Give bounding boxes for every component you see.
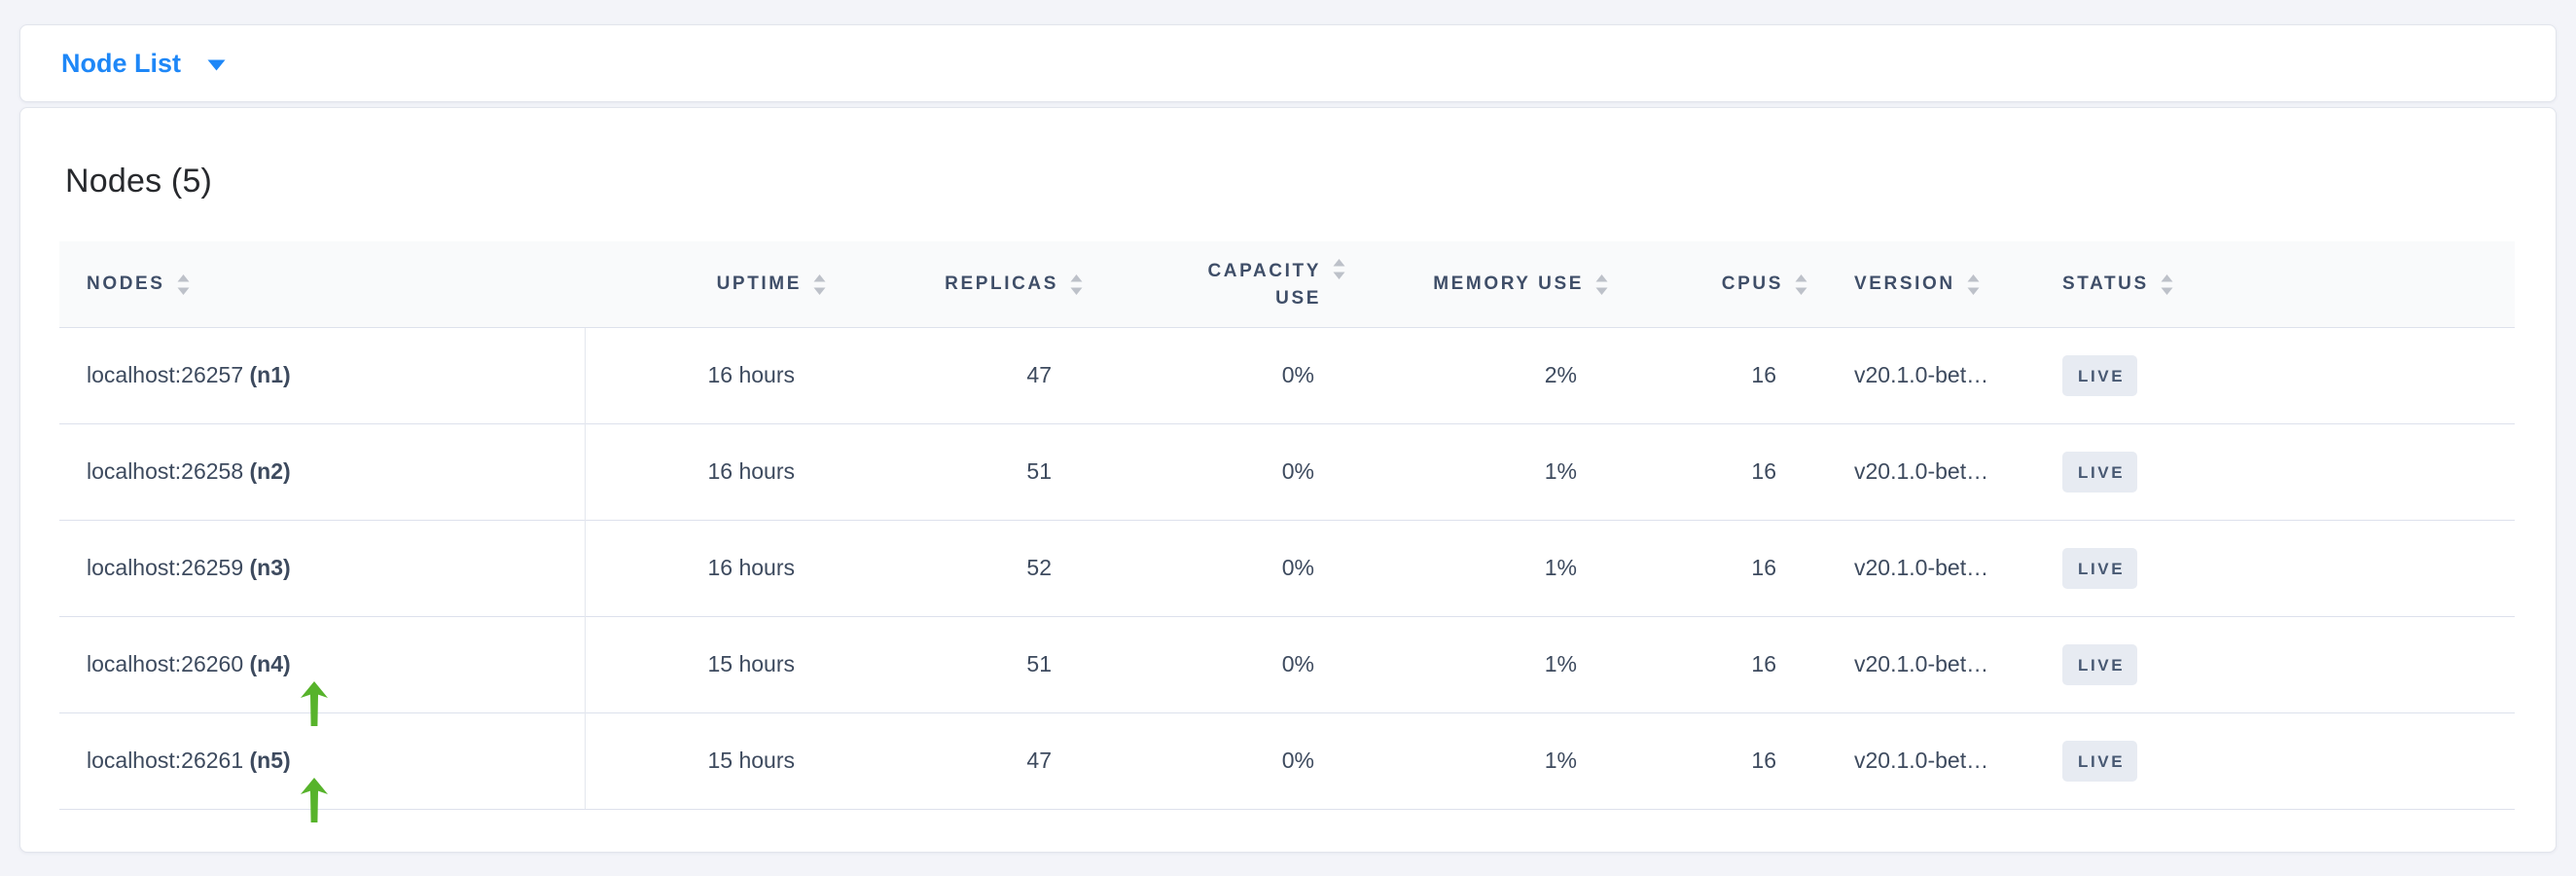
cell-memory-use: 1% xyxy=(1353,519,1616,616)
cell-nodes: localhost:26257 (n1) xyxy=(59,327,586,423)
sort-icon xyxy=(177,274,190,295)
cell-cpus: 16 xyxy=(1616,519,1815,616)
view-dropdown[interactable]: Node List xyxy=(61,48,226,78)
nodes-card: Nodes (5) NODES UPTIME REPLICAS CAPACITY… xyxy=(19,107,2557,853)
column-header-version[interactable]: VERSION xyxy=(1815,241,2049,328)
cell-version: v20.1.0-bet… xyxy=(1815,615,2049,712)
node-address: localhost:26261 xyxy=(87,748,250,773)
cell-cpus: 16 xyxy=(1616,422,1815,520)
table-row: localhost:26259 (n3) 16 hours 52 0% 1% 16 v20.… xyxy=(59,519,2515,616)
table-body: localhost:26257 (n1) 16 hours 47 0% 2% 16 v20.… xyxy=(59,327,2515,822)
status-badge: LIVE xyxy=(2062,451,2138,493)
cell-cpus: 16 xyxy=(1616,712,1815,810)
node-id: (n5) xyxy=(249,748,291,773)
node-address: localhost:26257 xyxy=(87,362,250,387)
table-row: localhost:26261 (n5) 15 hours 47 0% 1% 16 v20.… xyxy=(59,712,2515,822)
column-header-replicas[interactable]: REPLICAS xyxy=(834,241,1091,328)
cell-replicas: 51 xyxy=(834,615,1091,712)
cell-status: LIVE xyxy=(2049,519,2515,616)
annotation-arrow-up-icon xyxy=(300,777,329,822)
view-selector-bar: Node List xyxy=(19,24,2557,102)
cell-nodes: localhost:26258 (n2) xyxy=(59,422,586,520)
column-header-cpus[interactable]: CPUS xyxy=(1616,241,1815,328)
cell-capacity-use: 0% xyxy=(1091,712,1353,810)
cell-uptime: 16 hours xyxy=(585,422,834,520)
cell-version: v20.1.0-bet… xyxy=(1815,712,2049,810)
status-badge: LIVE xyxy=(2062,643,2138,685)
cell-nodes: localhost:26261 (n5) xyxy=(59,712,586,822)
table-row: localhost:26258 (n2) 16 hours 51 0% 1% 16 v20.… xyxy=(59,422,2515,520)
cell-replicas: 51 xyxy=(834,422,1091,520)
cell-replicas: 47 xyxy=(834,712,1091,810)
status-badge: LIVE xyxy=(2062,354,2138,396)
cell-replicas: 52 xyxy=(834,519,1091,616)
cell-uptime: 16 hours xyxy=(707,362,795,387)
node-address: localhost:26260 xyxy=(87,651,250,676)
node-id: (n1) xyxy=(249,362,291,387)
cell-version: v20.1.0-bet… xyxy=(1815,422,2049,520)
cell-capacity-use: 0% xyxy=(1091,615,1353,712)
node-address: localhost:26258 xyxy=(87,458,250,484)
cell-uptime: 15 hours xyxy=(585,615,834,712)
column-header-status[interactable]: STATUS xyxy=(2049,241,2515,328)
cell-uptime: 16 hours xyxy=(585,519,834,616)
column-header-memory-use[interactable]: MEMORY USE xyxy=(1353,241,1616,328)
table-row: localhost:26257 (n1) 16 hours 47 0% 2% 16 v20.… xyxy=(59,327,2515,423)
cell-capacity-use: 0% xyxy=(1091,422,1353,520)
cell-status: LIVE xyxy=(2049,327,2515,423)
sort-icon xyxy=(1333,259,1345,280)
node-id: (n3) xyxy=(249,555,291,580)
sort-icon xyxy=(2161,274,2173,295)
sort-icon xyxy=(813,274,826,295)
cell-capacity-use: 0% xyxy=(1091,519,1353,616)
cell-memory-use: 1% xyxy=(1353,615,1616,712)
column-header-nodes[interactable]: NODES xyxy=(59,241,585,328)
cell-uptime: 15 hours xyxy=(585,712,834,810)
cell-status: LIVE xyxy=(2049,615,2515,712)
status-badge: LIVE xyxy=(2062,547,2138,589)
cell-capacity-use: 0% xyxy=(1281,362,1314,387)
cell-memory-use: 1% xyxy=(1353,422,1616,520)
node-id: (n4) xyxy=(249,651,291,676)
cell-replicas: 47 xyxy=(1026,362,1052,387)
sort-icon xyxy=(1967,274,1980,295)
table-row: localhost:26260 (n4) 15 hours 51 0% 1% 16 v20.… xyxy=(59,615,2515,726)
cell-status: LIVE xyxy=(2049,712,2515,810)
cell-memory-use: 1% xyxy=(1353,712,1616,810)
node-address: localhost:26259 xyxy=(87,555,250,580)
table-header-row: NODES UPTIME REPLICAS CAPACITY USE MEMOR… xyxy=(59,241,2515,328)
nodes-table: NODES UPTIME REPLICAS CAPACITY USE MEMOR… xyxy=(59,241,2515,822)
column-header-capacity-use[interactable]: CAPACITY USE xyxy=(1091,241,1353,328)
annotation-arrow-up-icon xyxy=(300,680,329,726)
status-badge: LIVE xyxy=(2062,740,2138,782)
sort-icon xyxy=(1595,274,1608,295)
cell-nodes: localhost:26259 (n3) xyxy=(59,519,586,616)
cell-status: LIVE xyxy=(2049,422,2515,520)
cell-nodes: localhost:26260 (n4) xyxy=(59,615,586,726)
caret-down-icon xyxy=(207,59,226,71)
cell-memory-use: 2% xyxy=(1544,362,1577,387)
column-header-uptime[interactable]: UPTIME xyxy=(585,241,834,328)
node-id: (n2) xyxy=(249,458,291,484)
cell-cpus: 16 xyxy=(1616,615,1815,712)
page-title: Nodes (5) xyxy=(65,163,213,200)
cell-version: v20.1.0-bet… xyxy=(1815,519,2049,616)
cell-version: v20.1.0-bet… xyxy=(1854,362,1989,387)
cell-cpus: 16 xyxy=(1751,362,1776,387)
sort-icon xyxy=(1070,274,1083,295)
sort-icon xyxy=(1795,274,1807,295)
view-dropdown-label: Node List xyxy=(61,48,182,78)
